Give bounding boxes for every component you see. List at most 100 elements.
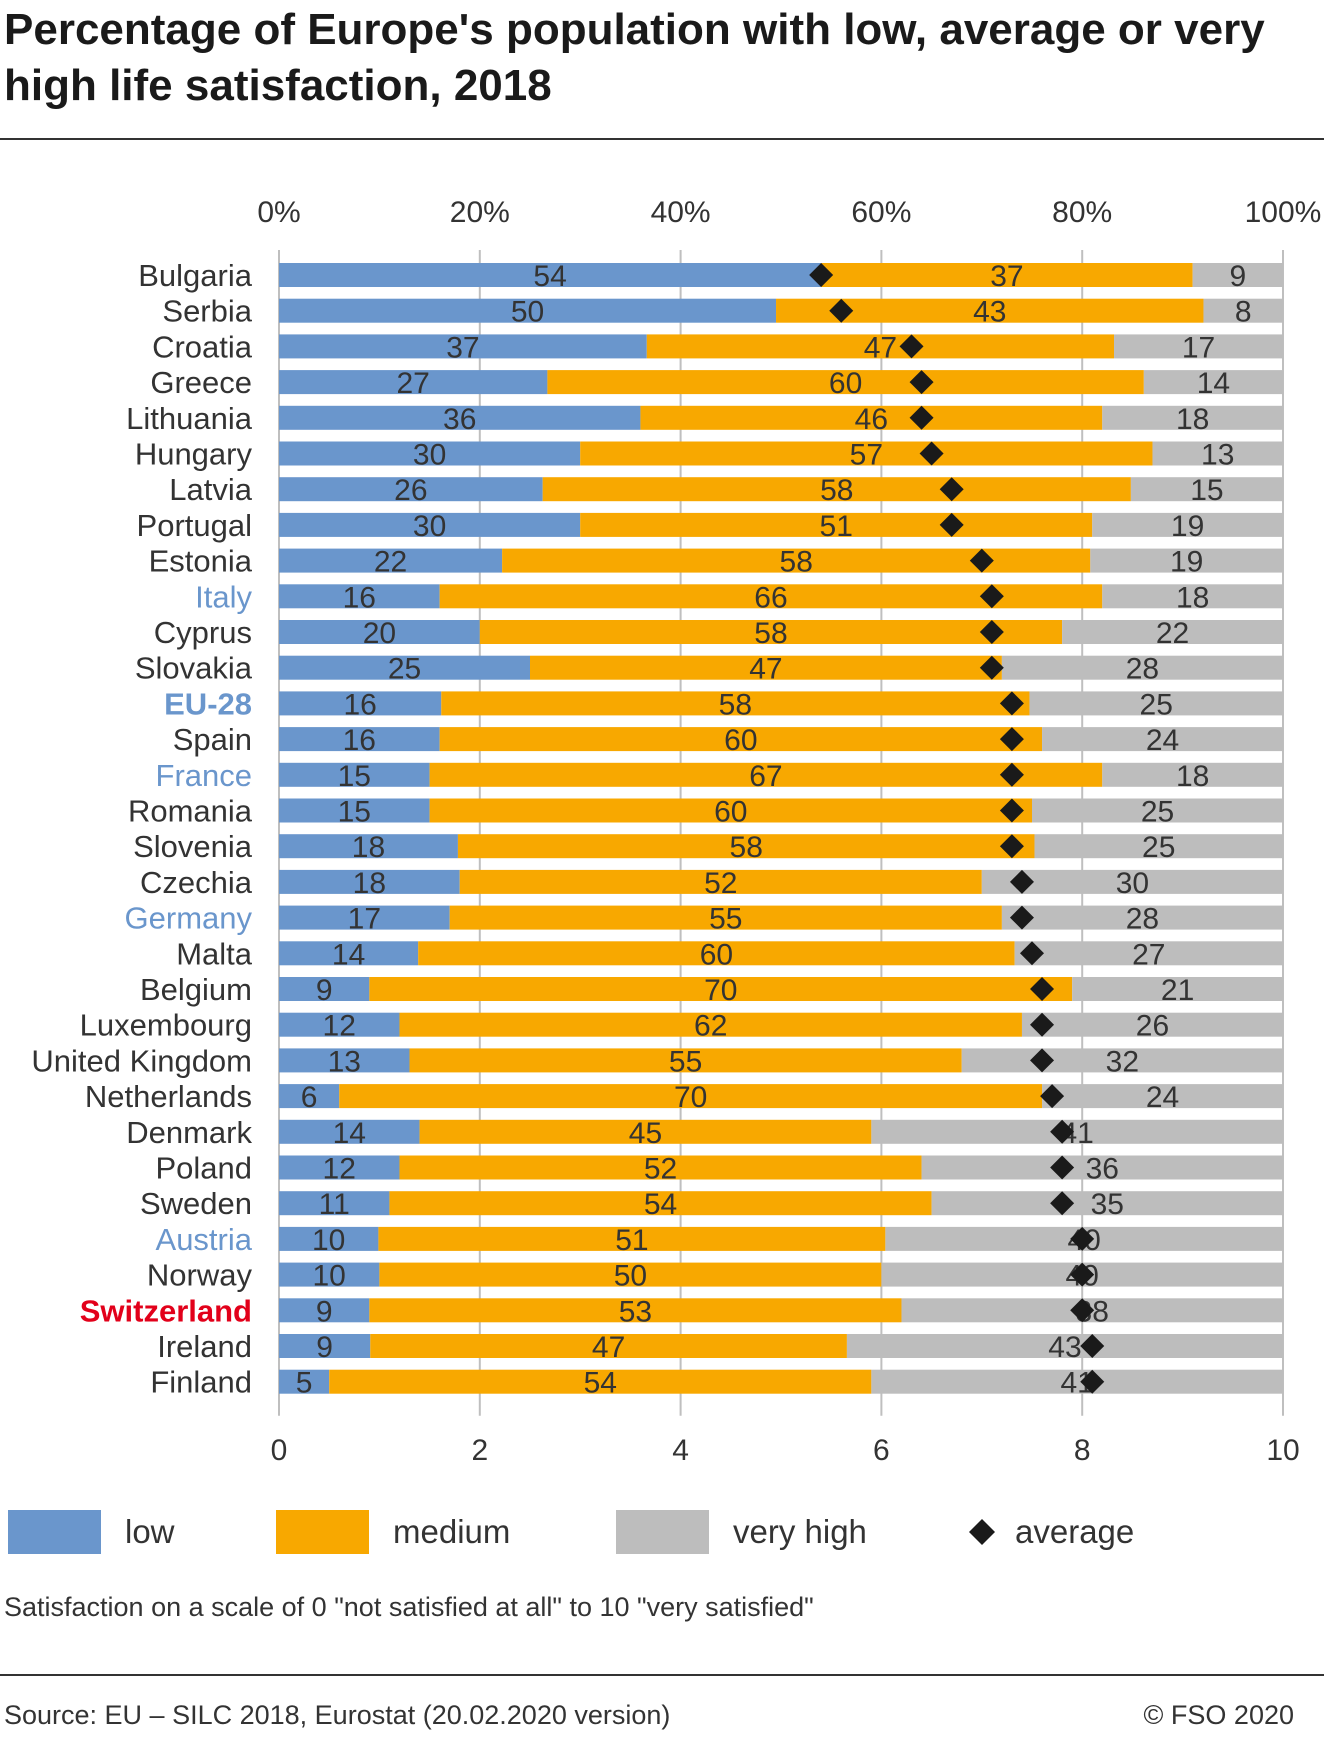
data-label-low: 11 bbox=[319, 1188, 350, 1221]
data-label-very-high: 8 bbox=[1235, 296, 1252, 329]
data-label-low: 30 bbox=[413, 510, 446, 543]
average-marker bbox=[919, 441, 944, 466]
bar-low bbox=[279, 1119, 420, 1144]
bar-very-high bbox=[1102, 584, 1283, 609]
bar-medium bbox=[580, 512, 1093, 537]
bar-low bbox=[279, 1084, 340, 1109]
data-label-medium: 53 bbox=[619, 1295, 652, 1328]
scale-note: Satisfaction on a scale of 0 "not satisf… bbox=[4, 1592, 814, 1622]
data-label-low: 26 bbox=[394, 474, 427, 507]
bottom-axis-tick-label: 8 bbox=[1074, 1434, 1091, 1467]
average-marker bbox=[999, 691, 1024, 716]
average-marker bbox=[1050, 1155, 1075, 1180]
bar-very-high bbox=[921, 1155, 1283, 1180]
bar-medium bbox=[646, 334, 1115, 359]
bar-very-high bbox=[1143, 370, 1283, 395]
category-label: Slovenia bbox=[133, 829, 253, 864]
average-marker bbox=[1030, 977, 1055, 1001]
data-label-low: 54 bbox=[533, 260, 566, 293]
data-label-medium: 60 bbox=[700, 938, 733, 971]
bar-medium bbox=[369, 1298, 902, 1323]
bar-very-high bbox=[1001, 655, 1283, 680]
data-label-low: 9 bbox=[316, 974, 333, 1007]
top-axis-tick-label: 80% bbox=[1052, 196, 1112, 229]
legend-swatch-very-high bbox=[616, 1510, 709, 1554]
average-marker bbox=[829, 298, 854, 323]
bar-low bbox=[279, 727, 440, 752]
data-label-low: 16 bbox=[343, 724, 376, 757]
bar-medium bbox=[580, 441, 1153, 466]
data-label-medium: 47 bbox=[592, 1331, 625, 1364]
bar-medium bbox=[399, 1155, 922, 1180]
data-label-low: 14 bbox=[333, 1117, 366, 1150]
bottom-axis-tick-label: 4 bbox=[672, 1434, 689, 1467]
bar-medium bbox=[640, 405, 1103, 430]
average-marker bbox=[939, 512, 964, 537]
average-marker bbox=[999, 834, 1024, 859]
average-marker bbox=[1050, 1119, 1075, 1144]
data-label-medium: 46 bbox=[855, 403, 888, 436]
average-marker bbox=[939, 477, 964, 502]
average-marker bbox=[979, 620, 1004, 644]
data-label-very-high: 15 bbox=[1190, 474, 1223, 507]
bar-very-high bbox=[1203, 298, 1283, 323]
data-label-very-high: 19 bbox=[1171, 510, 1204, 543]
top-axis-tick-label: 0% bbox=[257, 196, 300, 229]
data-label-low: 9 bbox=[316, 1331, 333, 1364]
bar-low bbox=[279, 512, 581, 537]
bar-very-high bbox=[1042, 1084, 1283, 1109]
bar-low bbox=[279, 477, 543, 502]
legend-marker-average bbox=[969, 1519, 995, 1545]
bar-low bbox=[279, 977, 370, 1001]
data-label-medium: 52 bbox=[644, 1153, 677, 1186]
data-label-medium: 70 bbox=[674, 1081, 707, 1114]
average-marker bbox=[1050, 1191, 1075, 1216]
bottom-axis-tick-label: 2 bbox=[471, 1434, 488, 1467]
data-label-very-high: 18 bbox=[1176, 403, 1209, 436]
bar-very-high bbox=[1029, 691, 1283, 716]
bar-low bbox=[279, 1298, 370, 1323]
average-marker bbox=[1070, 1226, 1095, 1251]
legend-label-low: low bbox=[125, 1513, 175, 1550]
data-label-very-high: 13 bbox=[1201, 439, 1234, 472]
average-marker bbox=[1009, 905, 1034, 930]
category-label: Czechia bbox=[140, 865, 253, 900]
data-label-very-high: 25 bbox=[1142, 831, 1175, 864]
top-axis-tick-label: 40% bbox=[651, 196, 711, 229]
bar-very-high bbox=[1021, 1012, 1283, 1037]
copyright-text: © FSO 2020 bbox=[1143, 1700, 1294, 1730]
bar-low bbox=[279, 1334, 371, 1358]
category-label: Netherlands bbox=[85, 1079, 252, 1114]
bar-very-high bbox=[1032, 798, 1283, 823]
bar-medium bbox=[542, 477, 1131, 502]
category-label: Slovakia bbox=[135, 651, 253, 686]
data-label-low: 15 bbox=[338, 796, 371, 829]
category-label: Lithuania bbox=[126, 401, 253, 436]
category-label: Latvia bbox=[169, 472, 252, 507]
data-label-low: 10 bbox=[312, 1224, 345, 1257]
bottom-axis-tick-label: 6 bbox=[873, 1434, 890, 1467]
category-label: Hungary bbox=[135, 437, 253, 472]
average-marker bbox=[1030, 1012, 1055, 1037]
bar-very-high bbox=[1092, 512, 1283, 537]
data-label-very-high: 19 bbox=[1170, 546, 1203, 579]
bar-low bbox=[279, 584, 440, 609]
average-marker bbox=[1040, 1084, 1065, 1109]
bar-low bbox=[279, 620, 480, 644]
bar-very-high bbox=[1072, 977, 1283, 1001]
bar-low bbox=[279, 1048, 410, 1073]
data-label-low: 12 bbox=[323, 1153, 356, 1186]
category-label: Romania bbox=[128, 794, 253, 829]
average-marker bbox=[909, 405, 934, 430]
data-label-low: 18 bbox=[352, 831, 385, 864]
data-label-medium: 62 bbox=[694, 1010, 727, 1043]
data-label-low: 16 bbox=[343, 688, 376, 721]
bar-medium bbox=[389, 1191, 932, 1216]
source-text: Source: EU – SILC 2018, Eurostat (20.02.… bbox=[4, 1700, 671, 1730]
bar-medium bbox=[329, 1369, 872, 1394]
data-label-medium: 58 bbox=[719, 688, 752, 721]
data-label-low: 6 bbox=[301, 1081, 318, 1114]
bar-medium bbox=[399, 1012, 1022, 1037]
chart-title: Percentage of Europe's population with l… bbox=[4, 5, 1265, 110]
data-label-low: 37 bbox=[446, 331, 479, 364]
